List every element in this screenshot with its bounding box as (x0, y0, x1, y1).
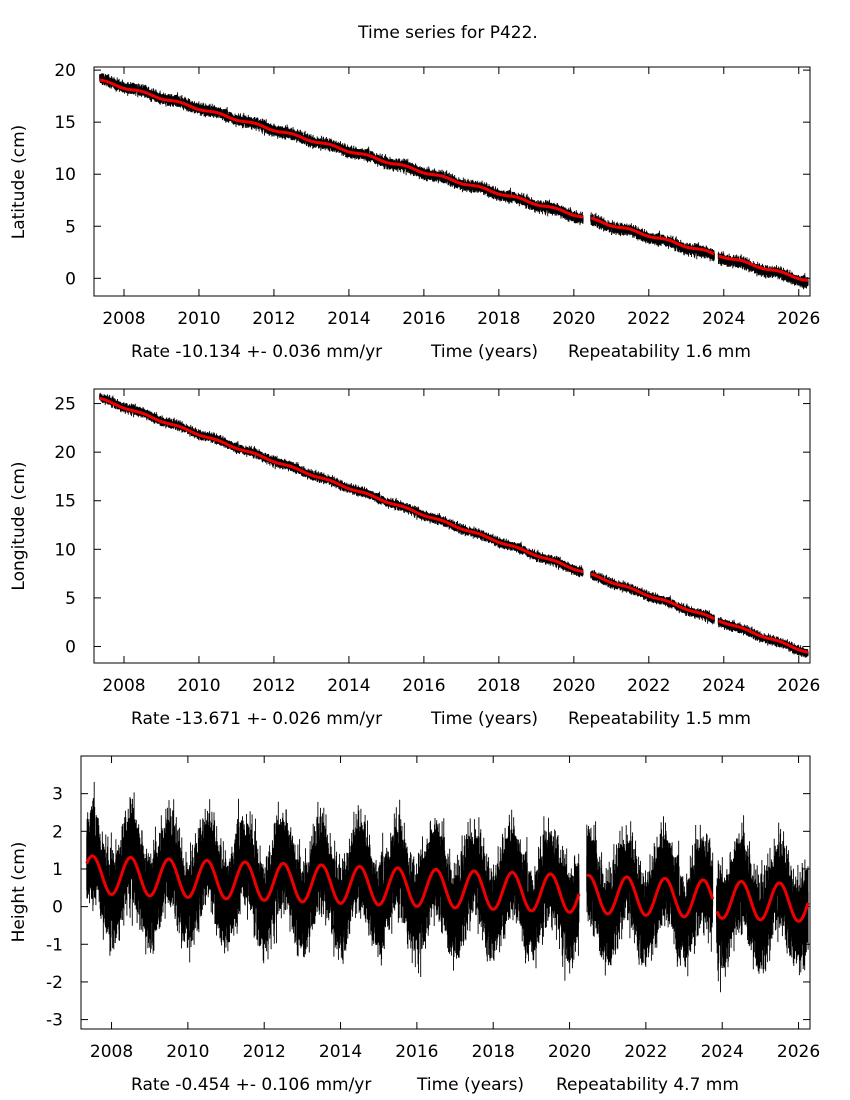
longitude-x-tick-label: 2012 (252, 676, 295, 696)
latitude-y-tick-label: 0 (65, 269, 76, 289)
latitude-y-axis-label: Latitude (cm) (9, 125, 29, 240)
height-x-tick-label: 2010 (166, 1042, 209, 1062)
height-y-tick-label: -2 (46, 973, 63, 993)
longitude-x-tick-label: 2024 (702, 676, 745, 696)
height-repeatability-label: Repeatability 4.7 mm (556, 1075, 739, 1095)
latitude-x-tick-label: 2026 (777, 309, 820, 329)
longitude-x-tick-label: 2020 (552, 676, 595, 696)
longitude-y-tick-label: 15 (54, 492, 76, 512)
longitude-panel: Longitude (cm) Rate -13.671 +- 0.026 mm/… (9, 388, 820, 729)
longitude-x-tick-label: 2026 (777, 676, 820, 696)
longitude-x-tick-label: 2010 (177, 676, 220, 696)
latitude-x-tick-label: 2016 (402, 309, 445, 329)
longitude-plot-frame (93, 388, 811, 664)
latitude-x-tick-label: 2010 (177, 309, 220, 329)
longitude-fit-line (98, 396, 810, 654)
height-panel: Height (cm) Rate -0.454 +- 0.106 mm/yr T… (9, 755, 820, 1095)
latitude-panel: Latitude (cm) Rate -10.134 +- 0.036 mm/y… (9, 61, 820, 362)
latitude-x-tick-label: 2012 (252, 309, 295, 329)
height-y-tick-label: -1 (46, 935, 63, 955)
latitude-x-tick-label: 2024 (702, 309, 745, 329)
height-x-tick-label: 2020 (548, 1042, 591, 1062)
longitude-x-tick-label: 2018 (477, 676, 520, 696)
latitude-x-tick-label: 2014 (327, 309, 370, 329)
height-x-tick-label: 2022 (624, 1042, 667, 1062)
height-fit-curve (85, 854, 810, 923)
height-y-tick-label: 2 (52, 822, 63, 842)
height-x-tick-label: 2016 (395, 1042, 438, 1062)
longitude-x-tick-label: 2016 (402, 676, 445, 696)
latitude-y-tick-label: 10 (54, 165, 76, 185)
chart-title: Time series for P422. (357, 23, 538, 43)
longitude-y-tick-label: 0 (65, 637, 76, 657)
latitude-x-tick-label: 2022 (627, 309, 670, 329)
height-plot-frame (80, 755, 811, 1030)
latitude-fit-line (98, 78, 810, 282)
height-y-tick-label: -3 (46, 1011, 63, 1031)
latitude-y-tick-label: 5 (65, 217, 76, 237)
longitude-x-tick-label: 2014 (327, 676, 370, 696)
longitude-x-tick-label: 2022 (627, 676, 670, 696)
longitude-fit-curve (98, 396, 810, 654)
longitude-x-tick-label: 2008 (102, 676, 145, 696)
height-y-tick-label: 0 (52, 898, 63, 918)
latitude-repeatability-label: Repeatability 1.6 mm (568, 342, 751, 362)
height-x-tick-label: 2018 (472, 1042, 515, 1062)
latitude-rate-label: Rate -10.134 +- 0.036 mm/yr (131, 342, 382, 362)
longitude-y-tick-label: 20 (54, 443, 76, 463)
latitude-x-tick-label: 2018 (477, 309, 520, 329)
longitude-repeatability-label: Repeatability 1.5 mm (568, 709, 751, 729)
height-x-tick-label: 2024 (701, 1042, 744, 1062)
height-y-axis-label: Height (cm) (9, 842, 29, 943)
longitude-y-tick-label: 10 (54, 540, 76, 560)
height-x-tick-label: 2026 (777, 1042, 820, 1062)
height-x-tick-label: 2012 (243, 1042, 286, 1062)
height-fit-line (85, 854, 810, 923)
latitude-plot-frame (93, 66, 811, 297)
longitude-rate-label: Rate -13.671 +- 0.026 mm/yr (131, 709, 382, 729)
height-x-tick-label: 2014 (319, 1042, 362, 1062)
height-x-tick-label: 2008 (90, 1042, 133, 1062)
latitude-fit-curve (98, 78, 810, 282)
longitude-y-tick-label: 5 (65, 589, 76, 609)
height-y-tick-label: 1 (52, 860, 63, 880)
latitude-x-axis-label: Time (years) (430, 342, 538, 362)
height-y-tick-label: 3 (52, 785, 63, 805)
longitude-x-axis-label: Time (years) (430, 709, 538, 729)
latitude-x-tick-label: 2020 (552, 309, 595, 329)
latitude-x-tick-label: 2008 (102, 309, 145, 329)
longitude-y-axis-label: Longitude (cm) (9, 461, 29, 590)
longitude-y-tick-label: 25 (54, 395, 76, 415)
height-rate-label: Rate -0.454 +- 0.106 mm/yr (131, 1075, 371, 1095)
latitude-y-tick-label: 15 (54, 113, 76, 133)
latitude-y-tick-label: 20 (54, 61, 76, 81)
height-x-axis-label: Time (years) (416, 1075, 524, 1095)
